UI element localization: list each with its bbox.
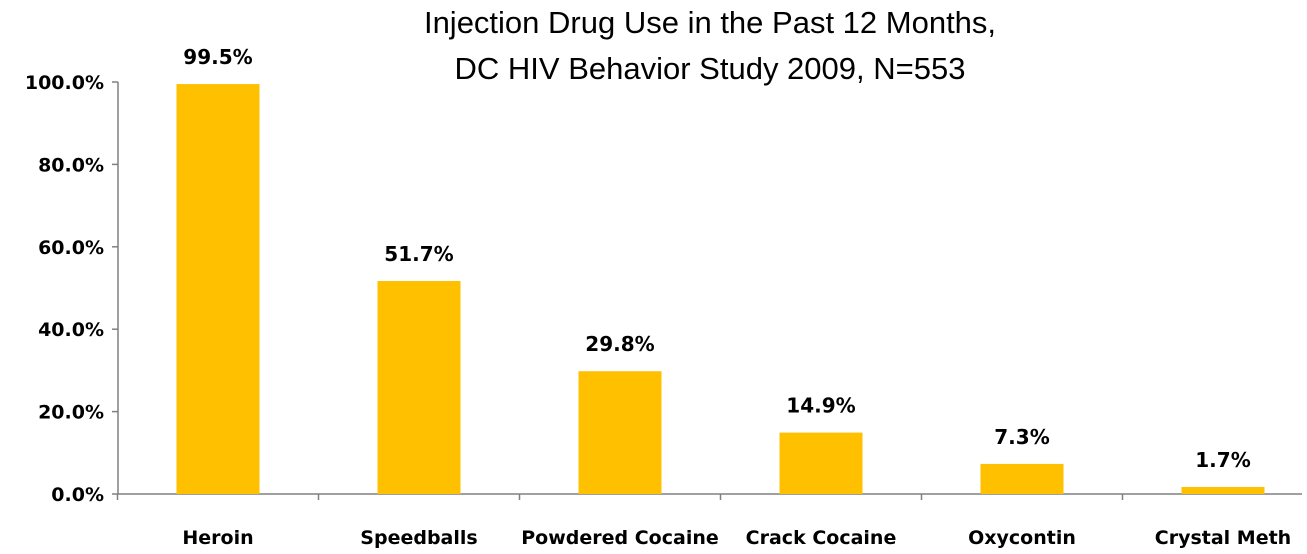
bar-oxycontin [980,463,1064,494]
y-tick-label: 60.0% [38,237,104,259]
x-tick-label: Heroin [182,527,253,549]
bar-crystal-meth [1181,486,1265,494]
chart-title-line-1: Injection Drug Use in the Past 12 Months… [424,5,996,40]
data-label: 99.5% [183,45,252,69]
x-tick-label: Powdered Cocaine [521,527,719,549]
x-tick-label: Crystal Meth [1155,527,1291,549]
data-label: 7.3% [994,425,1049,449]
data-label: 29.8% [585,332,654,356]
bar-speedballs [377,280,461,494]
axes: 0.0% 20.0% 40.0% 60.0% 80.0% 100.0% [25,72,1302,506]
data-label: 1.7% [1195,448,1250,472]
chart-title-line-2: DC HIV Behavior Study 2009, N=553 [455,51,966,86]
y-tick-label: 100.0% [25,72,104,94]
data-label: 51.7% [384,242,453,266]
bar-crack-cocaine [779,432,863,494]
chart-title: Injection Drug Use in the Past 12 Months… [424,5,996,86]
x-tick-label: Speedballs [360,527,477,549]
data-labels: 99.5% Heroin 51.7% Speedballs 29.8% Powdered … [182,45,1291,549]
y-tick-label: 0.0% [51,484,104,506]
y-tick-label: 20.0% [38,402,104,424]
data-label: 14.9% [786,394,855,418]
bars [176,84,1265,494]
bar-heroin [176,84,260,494]
y-tick-label: 40.0% [38,319,104,341]
bar-powdered-cocaine [578,371,662,494]
y-tick-label: 80.0% [38,154,104,176]
x-tick-label: Oxycontin [968,527,1076,549]
x-tick-label: Crack Cocaine [746,527,897,549]
